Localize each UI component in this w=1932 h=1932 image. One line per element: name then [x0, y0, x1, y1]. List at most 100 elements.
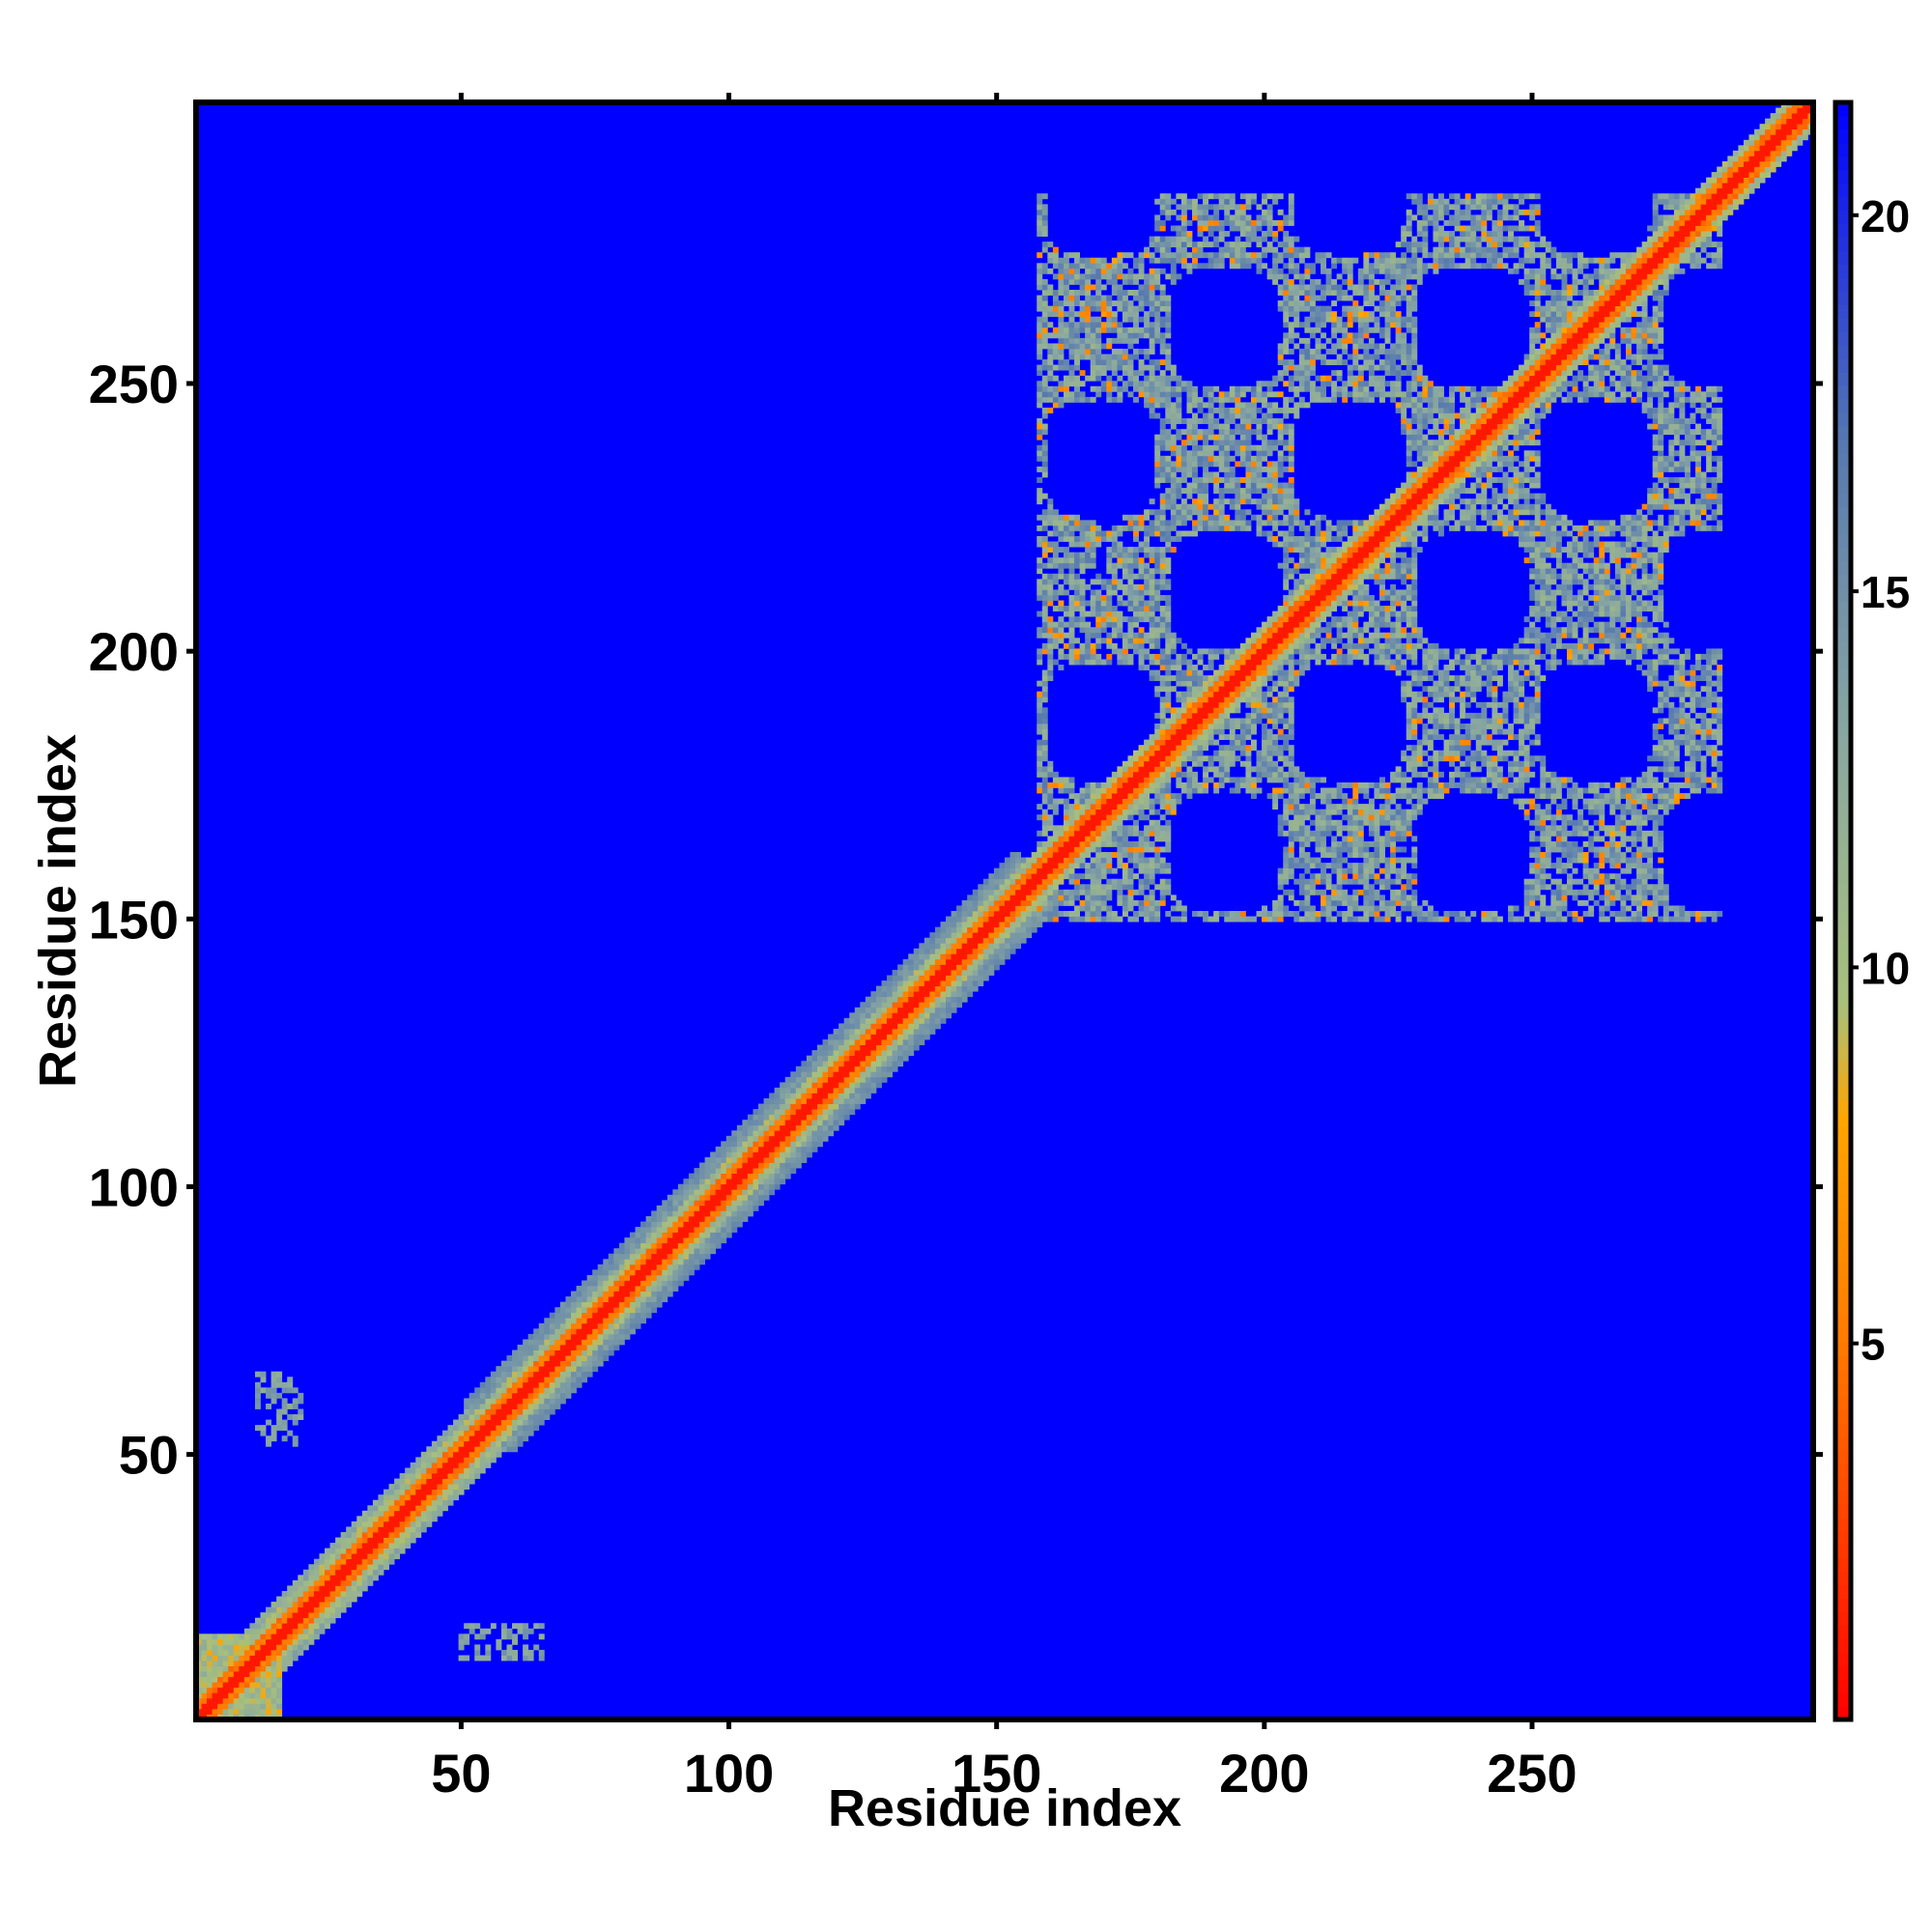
heatmap-cell — [1041, 520, 1048, 526]
heatmap-cell — [747, 1183, 753, 1190]
heatmap-cell — [806, 1103, 812, 1110]
heatmap-cell — [346, 1596, 353, 1603]
heatmap-cell — [1015, 905, 1022, 912]
heatmap-cell — [881, 1050, 888, 1057]
heatmap-cell — [506, 1408, 513, 1415]
heatmap-cell — [1047, 322, 1054, 328]
heatmap-cell — [603, 1328, 610, 1335]
heatmap-cell — [281, 1602, 288, 1607]
heatmap-cell — [1180, 530, 1187, 537]
heatmap-cell — [1176, 916, 1182, 923]
heatmap-cell — [1159, 579, 1166, 585]
heatmap-cell — [988, 943, 995, 950]
heatmap-cell — [565, 1381, 572, 1388]
heatmap-cell — [1165, 466, 1172, 472]
heatmap-cell — [308, 1634, 315, 1640]
heatmap-cell — [356, 1558, 363, 1565]
heatmap-cell — [699, 1242, 705, 1249]
heatmap-cell — [1026, 889, 1033, 895]
heatmap-cell — [897, 1002, 904, 1009]
heatmap-cell — [1052, 552, 1059, 558]
heatmap-cell — [453, 1425, 460, 1432]
heatmap-cell — [228, 1682, 235, 1689]
heatmap-cell — [212, 1655, 218, 1662]
heatmap-cell — [479, 1414, 486, 1420]
heatmap-cell — [1037, 327, 1043, 333]
heatmap-cell — [1122, 364, 1128, 371]
heatmap-cell — [683, 1221, 690, 1228]
heatmap-cell — [544, 1366, 551, 1373]
heatmap-cell — [677, 1205, 684, 1211]
heatmap-cell — [1170, 520, 1177, 526]
heatmap-cell — [1159, 814, 1166, 821]
heatmap-cell — [1117, 391, 1123, 398]
heatmap-cell — [506, 1634, 513, 1640]
heatmap-cell — [1159, 825, 1166, 832]
heatmap-cell — [222, 1703, 229, 1710]
heatmap-cell — [523, 1381, 529, 1388]
heatmap-cell — [1138, 814, 1145, 821]
heatmap-cell — [319, 1590, 326, 1597]
heatmap-cell — [405, 1526, 412, 1533]
heatmap-cell — [897, 969, 904, 976]
heatmap-cell — [1074, 905, 1080, 912]
heatmap-cell — [1165, 440, 1172, 446]
heatmap-cell — [1079, 273, 1086, 280]
heatmap-cell — [875, 1050, 882, 1057]
heatmap-cell — [640, 1301, 647, 1308]
heatmap-cell — [1100, 781, 1107, 788]
heatmap-cell — [228, 1665, 235, 1672]
heatmap-cell — [1100, 268, 1107, 274]
heatmap-cell — [469, 1425, 475, 1432]
heatmap-cell — [496, 1387, 502, 1394]
heatmap-cell — [961, 975, 968, 981]
heatmap-cell — [822, 1076, 829, 1083]
heatmap-cell — [1127, 766, 1134, 773]
heatmap-cell — [319, 1602, 326, 1607]
heatmap-cell — [1095, 638, 1102, 644]
heatmap-cell — [1106, 793, 1113, 799]
heatmap-cell — [287, 1644, 294, 1651]
heatmap-cell — [415, 1494, 422, 1501]
heatmap-cell — [1127, 327, 1134, 333]
heatmap-cell — [1068, 316, 1075, 323]
heatmap-cell — [239, 1692, 245, 1699]
heatmap-cell — [298, 1408, 304, 1415]
heatmap-cell — [410, 1467, 416, 1474]
heatmap-cell — [384, 1516, 389, 1522]
heatmap-cell — [1117, 359, 1123, 366]
heatmap-cell — [437, 1499, 443, 1506]
heatmap-cell — [769, 1183, 776, 1190]
heatmap-cell — [437, 1473, 443, 1479]
heatmap-cell — [496, 1446, 502, 1453]
heatmap-cell — [1176, 665, 1182, 670]
heatmap-cell — [239, 1703, 245, 1710]
heatmap-cell — [1068, 852, 1075, 858]
heatmap-cell — [1058, 665, 1065, 670]
heatmap-cell — [441, 1473, 448, 1479]
heatmap-cell — [260, 1708, 267, 1715]
heatmap-cell — [222, 1687, 229, 1693]
heatmap-cell — [1176, 781, 1182, 788]
heatmap-cell — [302, 1569, 309, 1576]
heatmap-cell — [881, 1061, 888, 1067]
heatmap-cell — [1058, 895, 1065, 901]
heatmap-cell — [351, 1590, 357, 1597]
heatmap-cell — [1041, 423, 1048, 430]
heatmap-cell — [538, 1655, 545, 1662]
heatmap-cell — [266, 1638, 271, 1645]
heatmap-cell — [453, 1467, 460, 1474]
heatmap-cell — [384, 1526, 389, 1533]
heatmap-cell — [496, 1381, 502, 1388]
heatmap-cell — [1090, 787, 1096, 794]
heatmap-cell — [662, 1232, 668, 1238]
heatmap-cell — [1117, 541, 1123, 548]
heatmap-cell — [437, 1467, 443, 1474]
heatmap-cell — [1154, 836, 1161, 842]
heatmap-cell — [426, 1484, 433, 1491]
heatmap-cell — [367, 1543, 374, 1549]
heatmap-cell — [1026, 916, 1033, 923]
heatmap-cell — [1037, 343, 1043, 350]
heatmap-cell — [1111, 606, 1118, 611]
heatmap-cell — [1058, 530, 1065, 537]
